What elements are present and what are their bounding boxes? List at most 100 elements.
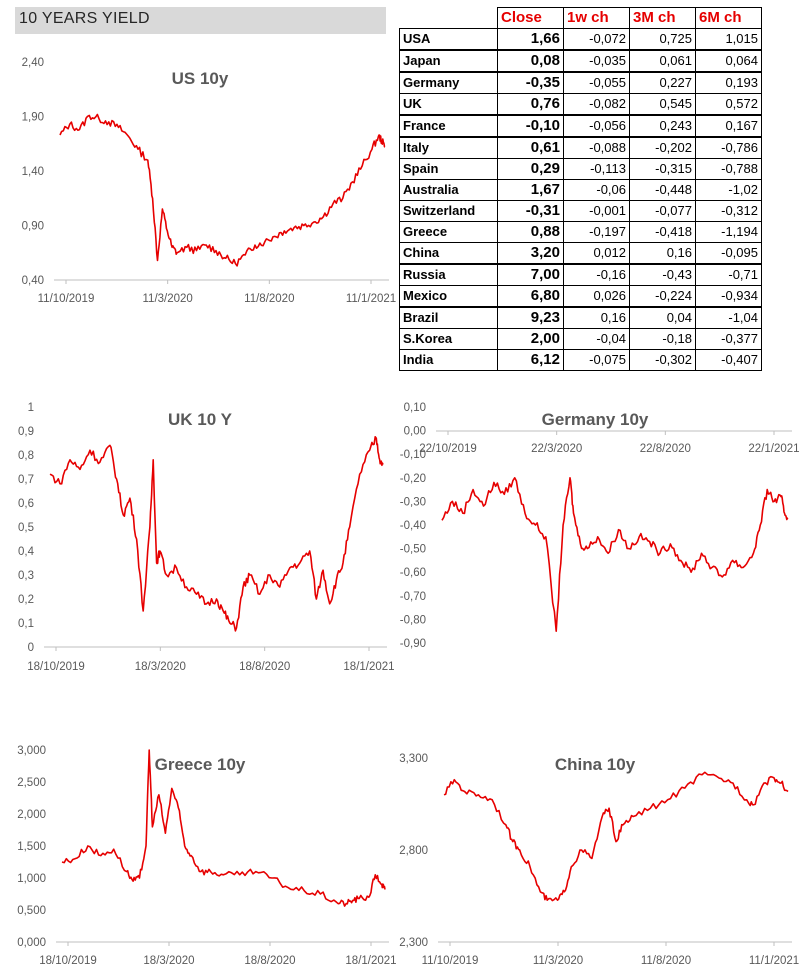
y-tick-label: 1 bbox=[28, 402, 34, 414]
uk-10y-chart: UK 10 Y10,90,80,70,60,50,40,30,20,1018/1… bbox=[18, 402, 395, 673]
country-name: Australia bbox=[399, 179, 498, 201]
y-tick-label: 0,5 bbox=[18, 522, 34, 534]
change-3m: -0,448 bbox=[629, 179, 696, 201]
change-1w: 0,012 bbox=[563, 242, 630, 265]
y-axis: 1 0,9 0,8 0,7 0,6 0,5 0,4 0,3 0,2 0,1 0 bbox=[18, 402, 35, 654]
country-name: Switzerland bbox=[399, 200, 498, 222]
chart-title: US 10y bbox=[172, 69, 229, 88]
germany-10y-chart: Germany 10y 0,10 0,00 -0,10 -0,20 -0,30 -0,40 -… bbox=[400, 402, 800, 650]
change-3m: -0,302 bbox=[629, 349, 696, 371]
y-tick-label: -0,40 bbox=[400, 520, 426, 532]
change-6m: -0,377 bbox=[695, 328, 762, 350]
change-3m: 0,545 bbox=[629, 93, 696, 116]
y-tick-label: 0,6 bbox=[18, 498, 34, 510]
chart-title: Germany 10y bbox=[542, 410, 649, 429]
close-value: -0,35 bbox=[497, 71, 564, 94]
table-row: Switzerland -0,31 -0,001 -0,077 -0,312 bbox=[399, 200, 762, 222]
x-tick-label: 11/3/2020 bbox=[533, 955, 583, 967]
chart-title: China 10y bbox=[555, 755, 636, 774]
change-6m: 0,193 bbox=[695, 71, 762, 94]
change-3m: 0,725 bbox=[629, 28, 696, 51]
country-name: China bbox=[399, 242, 498, 265]
y-axis: 3,000 2,500 2,000 1,500 1,000 0,500 0,000 bbox=[17, 745, 46, 949]
col-header-1w: 1w ch bbox=[563, 7, 630, 29]
country-name: Greece bbox=[399, 221, 498, 243]
chart-title: Greece 10y bbox=[155, 755, 246, 774]
yield-table: Close 1w ch 3M ch 6M ch USA 1,66 -0,072 0,7… bbox=[399, 7, 762, 371]
change-6m: 1,015 bbox=[695, 28, 762, 51]
change-6m: -0,786 bbox=[695, 136, 762, 159]
y-tick-label: 2,40 bbox=[22, 57, 44, 69]
series-line bbox=[49, 435, 384, 632]
table-row: Russia 7,00 -0,16 -0,43 -0,71 bbox=[399, 263, 762, 286]
close-value: 6,12 bbox=[497, 349, 564, 371]
change-3m: -0,315 bbox=[629, 158, 696, 180]
close-value: 1,67 bbox=[497, 179, 564, 201]
change-3m: 0,227 bbox=[629, 71, 696, 94]
change-1w: -0,055 bbox=[563, 71, 630, 94]
change-3m: -0,418 bbox=[629, 221, 696, 243]
change-6m: -1,02 bbox=[695, 179, 762, 201]
change-6m: -1,194 bbox=[695, 221, 762, 243]
table-row: UK 0,76 -0,082 0,545 0,572 bbox=[399, 93, 762, 116]
y-tick-label: 0,9 bbox=[18, 426, 34, 438]
y-tick-label: 1,40 bbox=[22, 166, 44, 178]
y-tick-label: -0,20 bbox=[400, 473, 426, 485]
table-row: Germany -0,35 -0,055 0,227 0,193 bbox=[399, 71, 762, 94]
y-tick-label: -0,70 bbox=[400, 591, 426, 603]
table-row: Italy 0,61 -0,088 -0,202 -0,786 bbox=[399, 136, 762, 159]
table-row: USA 1,66 -0,072 0,725 1,015 bbox=[399, 28, 762, 51]
y-tick-label: 2,500 bbox=[17, 777, 46, 789]
change-6m: -0,934 bbox=[695, 285, 762, 308]
close-value: 1,66 bbox=[497, 28, 564, 51]
change-1w: -0,16 bbox=[563, 263, 630, 286]
close-value: 7,00 bbox=[497, 263, 564, 286]
x-tick-label: 11/1/2021 bbox=[749, 955, 799, 967]
country-name: Spain bbox=[399, 158, 498, 180]
change-1w: -0,088 bbox=[563, 136, 630, 159]
y-tick-label: 2,300 bbox=[399, 937, 428, 949]
us-10y-chart: US 10y 2,40 1,90 1,40 0,90 0,40 11/10/2019 11/3… bbox=[22, 57, 397, 305]
x-tick-label: 18/8/2020 bbox=[239, 661, 290, 673]
y-tick-label: 0,00 bbox=[404, 426, 426, 438]
change-6m: -0,788 bbox=[695, 158, 762, 180]
y-tick-label: -0,90 bbox=[400, 638, 426, 650]
change-6m: -0,71 bbox=[695, 263, 762, 286]
change-3m: -0,224 bbox=[629, 285, 696, 308]
change-3m: 0,061 bbox=[629, 49, 696, 73]
x-tick-label: 11/10/2019 bbox=[422, 955, 479, 967]
yield-table-header: Close 1w ch 3M ch 6M ch bbox=[399, 7, 762, 29]
table-row: France -0,10 -0,056 0,243 0,167 bbox=[399, 114, 762, 138]
change-1w: 0,026 bbox=[563, 285, 630, 308]
country-name: France bbox=[399, 114, 498, 138]
close-value: 0,76 bbox=[497, 93, 564, 116]
table-row: Spain 0,29 -0,113 -0,315 -0,788 bbox=[399, 158, 762, 180]
change-3m: -0,43 bbox=[629, 263, 696, 286]
close-value: -0,31 bbox=[497, 200, 564, 222]
table-row: S.Korea 2,00 -0,04 -0,18 -0,377 bbox=[399, 328, 762, 350]
y-tick-label: 0,10 bbox=[404, 402, 426, 414]
y-tick-label: -0,80 bbox=[400, 614, 426, 626]
change-1w: -0,197 bbox=[563, 221, 630, 243]
x-axis: 22/10/2019 22/3/2020 22/8/2020 22/1/2021 bbox=[419, 431, 800, 455]
x-tick-label: 18/1/2021 bbox=[343, 661, 394, 673]
close-value: 0,08 bbox=[497, 49, 564, 73]
series-line bbox=[61, 749, 386, 907]
x-tick-label: 18/3/2020 bbox=[143, 955, 194, 967]
y-tick-label: -0,50 bbox=[400, 544, 426, 556]
close-value: 9,23 bbox=[497, 306, 564, 329]
col-header-3m: 3M ch bbox=[629, 7, 696, 29]
x-tick-label: 18/1/2021 bbox=[345, 955, 396, 967]
table-row: Brazil 9,23 0,16 0,04 -1,04 bbox=[399, 306, 762, 329]
col-header-6m: 6M ch bbox=[695, 7, 762, 29]
y-tick-label: 0,90 bbox=[22, 221, 44, 233]
y-axis: 3,300 2,800 2,300 bbox=[399, 753, 428, 949]
change-3m: 0,16 bbox=[629, 242, 696, 265]
y-tick-label: 0,1 bbox=[18, 618, 34, 630]
country-name: Mexico bbox=[399, 285, 498, 308]
x-tick-label: 22/3/2020 bbox=[531, 443, 582, 455]
x-tick-label: 18/3/2020 bbox=[135, 661, 186, 673]
series-line bbox=[59, 113, 386, 267]
col-header-close: Close bbox=[497, 7, 564, 29]
x-tick-label: 22/1/2021 bbox=[748, 443, 799, 455]
